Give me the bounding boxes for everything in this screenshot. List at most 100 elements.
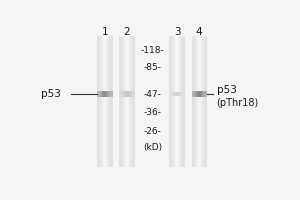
Bar xyxy=(101,36,102,167)
Bar xyxy=(206,91,207,97)
Bar xyxy=(203,36,204,167)
Bar xyxy=(109,36,110,167)
Bar xyxy=(127,91,128,97)
Bar xyxy=(128,36,129,167)
Bar xyxy=(105,91,106,97)
Text: 1: 1 xyxy=(102,27,108,37)
Bar xyxy=(203,91,204,97)
Bar xyxy=(205,91,206,97)
Bar xyxy=(181,36,182,167)
Bar xyxy=(124,91,125,97)
Bar xyxy=(110,91,111,97)
Bar xyxy=(178,36,179,167)
Bar xyxy=(100,91,101,97)
Text: 4: 4 xyxy=(196,27,202,37)
Bar xyxy=(182,92,183,96)
Bar xyxy=(173,36,174,167)
Bar xyxy=(177,92,178,96)
Bar xyxy=(110,36,111,167)
Bar xyxy=(102,91,103,97)
Bar xyxy=(178,36,179,167)
Bar xyxy=(121,91,122,97)
Text: 2: 2 xyxy=(124,27,130,37)
Bar xyxy=(128,36,129,167)
Bar xyxy=(133,91,134,97)
Bar xyxy=(205,91,206,97)
Bar xyxy=(98,36,99,167)
Bar xyxy=(205,36,206,167)
Bar xyxy=(171,36,172,167)
Bar xyxy=(130,91,131,97)
Bar xyxy=(197,91,198,97)
Bar xyxy=(111,36,112,167)
Bar xyxy=(104,36,105,167)
Bar xyxy=(102,36,103,167)
Bar xyxy=(184,92,185,96)
Bar xyxy=(101,91,102,97)
Bar xyxy=(104,36,105,167)
Text: -26-: -26- xyxy=(144,127,161,136)
Bar xyxy=(202,36,203,167)
Bar xyxy=(196,91,197,97)
Bar xyxy=(170,92,171,96)
Bar xyxy=(132,36,133,167)
Bar xyxy=(170,36,171,167)
Bar xyxy=(99,36,100,167)
Bar xyxy=(170,36,171,167)
Bar xyxy=(108,36,109,167)
Bar xyxy=(134,36,135,167)
Bar xyxy=(98,91,99,97)
Bar xyxy=(200,36,201,167)
Bar xyxy=(172,36,173,167)
Bar xyxy=(202,91,203,97)
Bar xyxy=(132,91,133,97)
Bar xyxy=(182,36,183,167)
Bar xyxy=(181,92,182,96)
Text: (pThr18): (pThr18) xyxy=(217,98,259,108)
Bar xyxy=(125,36,126,167)
Bar xyxy=(122,36,123,167)
Bar xyxy=(129,36,130,167)
Bar xyxy=(130,36,131,167)
Text: -85-: -85- xyxy=(144,63,162,72)
Bar xyxy=(127,36,128,167)
Bar xyxy=(122,36,123,167)
Bar xyxy=(179,36,180,167)
Bar xyxy=(111,91,112,97)
Bar xyxy=(98,36,99,167)
Bar xyxy=(126,36,127,167)
Bar xyxy=(103,36,104,167)
Bar xyxy=(196,91,197,97)
Bar xyxy=(110,36,111,167)
Bar xyxy=(192,91,193,97)
Bar xyxy=(174,92,175,96)
Bar xyxy=(179,92,180,96)
Bar xyxy=(120,36,121,167)
Bar xyxy=(133,36,134,167)
Bar xyxy=(191,91,192,97)
Bar xyxy=(108,91,109,97)
Bar xyxy=(204,91,205,97)
Bar xyxy=(122,91,123,97)
Bar xyxy=(103,91,104,97)
Bar xyxy=(131,91,132,97)
Bar xyxy=(183,92,184,96)
Bar xyxy=(183,36,184,167)
Bar xyxy=(104,91,105,97)
Bar xyxy=(195,91,196,97)
Bar xyxy=(131,91,132,97)
Bar xyxy=(173,92,174,96)
Bar xyxy=(176,92,177,96)
Bar xyxy=(105,36,106,167)
Bar xyxy=(198,91,199,97)
Bar xyxy=(106,91,107,97)
Bar xyxy=(174,36,175,167)
Bar xyxy=(178,92,179,96)
Bar xyxy=(124,36,125,167)
Bar xyxy=(105,91,106,97)
Bar xyxy=(106,36,107,167)
Bar xyxy=(119,91,120,97)
Bar xyxy=(101,91,102,97)
Bar xyxy=(169,92,170,96)
Text: -118-: -118- xyxy=(141,46,164,55)
